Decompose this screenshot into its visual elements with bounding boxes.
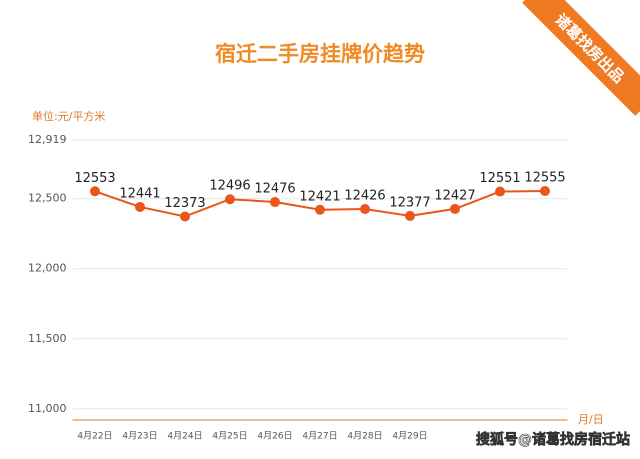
- point: [405, 210, 415, 221]
- data-label: 12421: [299, 189, 340, 204]
- point: [495, 186, 505, 197]
- ribbon-band: [522, 0, 640, 116]
- data-label: 12377: [389, 195, 430, 210]
- point: [540, 185, 550, 196]
- data-label: 12551: [479, 171, 520, 186]
- point: [450, 203, 460, 214]
- data-label: 12373: [164, 196, 205, 211]
- y-tick-label: 12,500: [28, 192, 67, 205]
- x-tick-label: 4月22日: [77, 431, 112, 442]
- x-tick-label: 4月26日: [257, 431, 292, 442]
- y-axis-label: 单位:元/平方米: [32, 109, 105, 123]
- point: [135, 201, 145, 212]
- data-label: 12441: [119, 186, 160, 201]
- y-tick-label: 12,919: [28, 133, 67, 146]
- point: [315, 204, 325, 215]
- point: [360, 204, 370, 215]
- y-tick-label: 12,000: [28, 262, 67, 275]
- ribbon-text: 诸葛找房出品: [551, 10, 627, 86]
- x-tick-label: 4月28日: [347, 431, 382, 442]
- x-tick-label: 4月27日: [302, 431, 337, 442]
- watermark: 搜狐号@诸葛找房宿迁站: [476, 431, 630, 448]
- chart-title: 宿迁二手房挂牌价趋势: [215, 42, 425, 66]
- point: [270, 197, 280, 208]
- x-tick-label: 4月25日: [212, 431, 247, 442]
- x-tick-label: 4月24日: [167, 431, 202, 442]
- data-label: 12426: [344, 189, 385, 204]
- data-label: 12496: [209, 179, 250, 194]
- point: [180, 211, 190, 222]
- x-tick-label: 4月23日: [122, 431, 157, 442]
- y-tick-label: 11,500: [28, 332, 67, 345]
- data-label: 12476: [254, 182, 295, 197]
- ribbon: 诸葛找房出品: [522, 0, 640, 116]
- x-axis-label: 月/日: [578, 413, 604, 426]
- data-label: 12427: [434, 188, 475, 203]
- data-label: 12555: [524, 170, 565, 185]
- point: [225, 194, 235, 205]
- y-tick-label: 11,000: [28, 402, 67, 415]
- data-label: 12553: [74, 171, 115, 186]
- point: [90, 186, 100, 197]
- x-tick-label: 4月29日: [392, 431, 427, 442]
